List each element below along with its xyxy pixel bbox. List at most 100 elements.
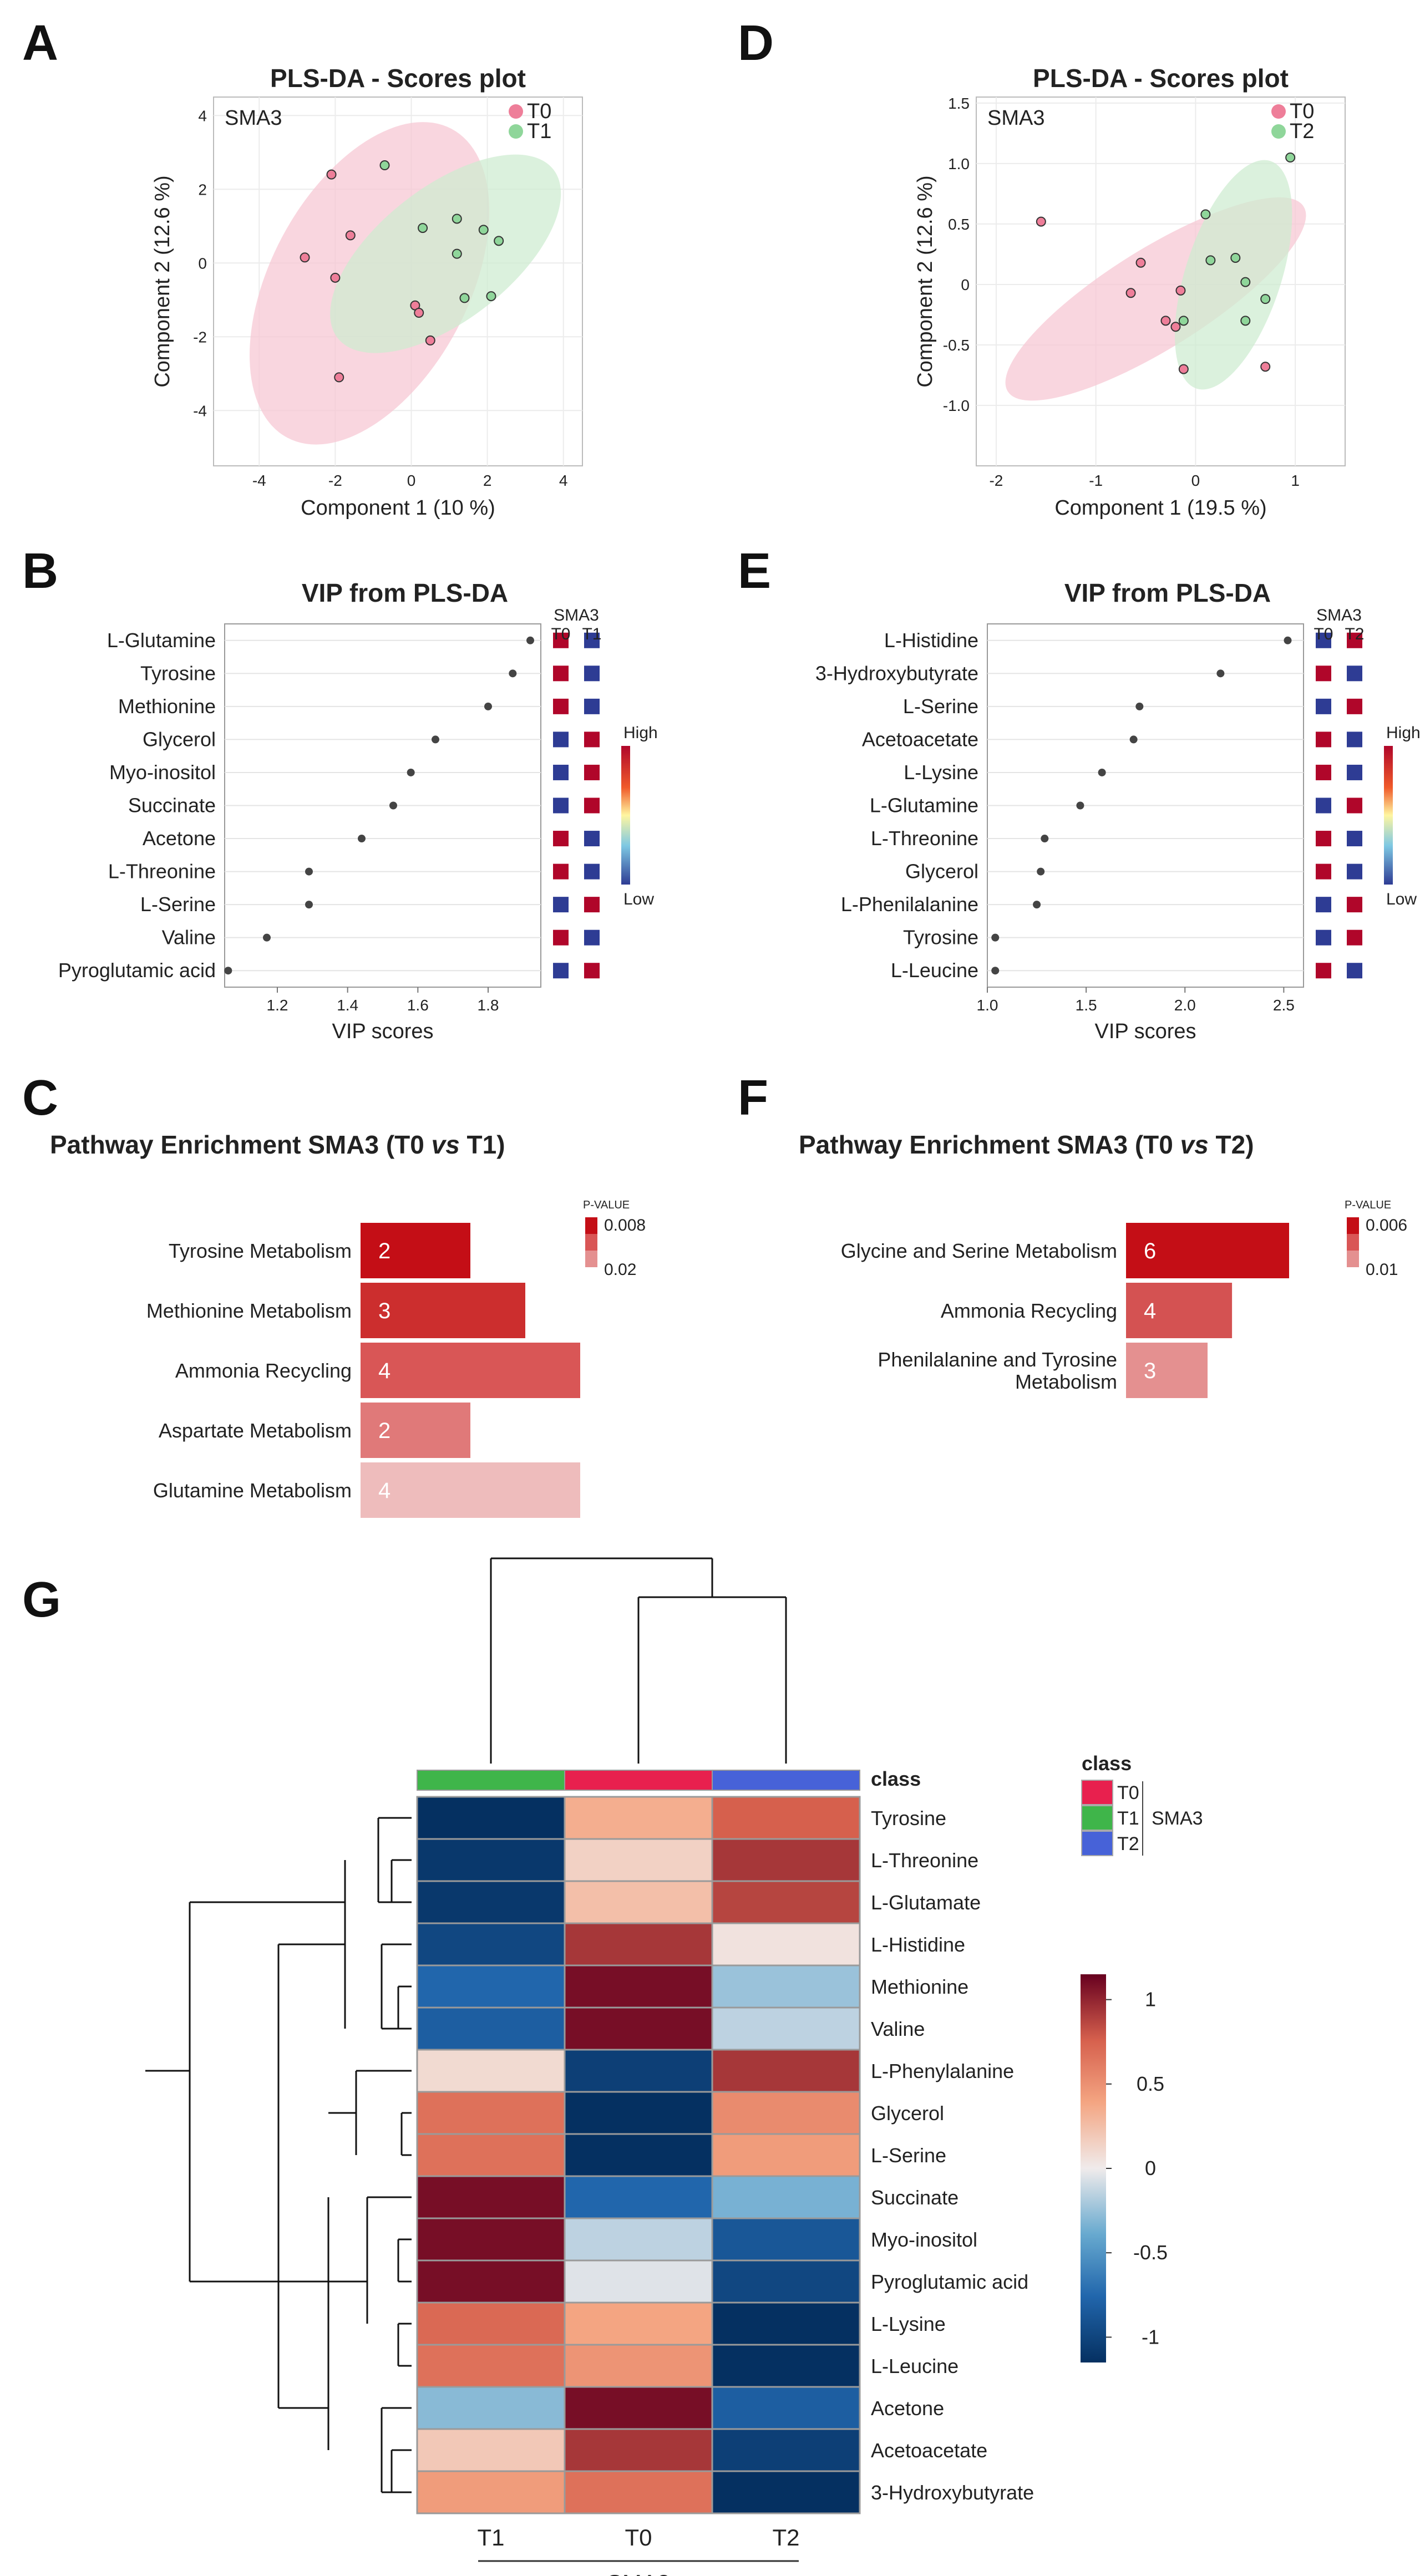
vip-heat-cell — [1347, 698, 1362, 714]
bar-value-label: 4 — [378, 1359, 391, 1383]
feature-label: 3-Hydroxybutyrate — [815, 662, 978, 684]
score-point-t0 — [1036, 216, 1046, 227]
heatmap-cell — [564, 2091, 713, 2135]
legend-marker-t2 — [1271, 124, 1286, 139]
score-point-t1 — [379, 160, 390, 171]
feature-label: Acetoacetate — [862, 728, 978, 750]
vip-heat-cell — [1347, 764, 1362, 780]
colorbar-tick-label: 0.5 — [1137, 2072, 1164, 2095]
heatmap-cell — [711, 2049, 861, 2093]
class-row-label: class — [871, 1767, 921, 1790]
heatmap-cell — [711, 2133, 861, 2177]
y-tick-label: -2 — [193, 328, 207, 346]
heatmap-cell — [711, 2259, 861, 2304]
legend-marker-t1 — [509, 124, 523, 139]
legend-low-label: Low — [1386, 890, 1417, 908]
score-point-t1 — [459, 293, 470, 303]
heatmap-cell — [416, 2175, 566, 2219]
vip-heat-cell — [1347, 831, 1362, 847]
p-value-legend-title: P-VALUE — [1345, 1199, 1391, 1211]
legend-low-label: Low — [623, 890, 654, 908]
heatmap-cell — [564, 2006, 713, 2051]
feature-label: L-Glutamine — [107, 629, 216, 652]
heatmap-row-label: Pyroglutamic acid — [871, 2270, 1028, 2293]
score-point-t0 — [1178, 364, 1189, 374]
p-value-legend-title: P-VALUE — [583, 1199, 630, 1211]
vip-heat-cell — [584, 797, 600, 814]
x-tick-label: 1.6 — [407, 997, 429, 1014]
heatmap-cell — [416, 1880, 566, 1924]
pathway-label: Phenilalanine and Tyrosine — [878, 1348, 1117, 1371]
heatmap-row-label: Succinate — [871, 2186, 959, 2209]
score-point-t0 — [1170, 322, 1181, 332]
score-point-t1 — [452, 248, 462, 259]
vip-point — [1037, 867, 1045, 876]
heatmap-cell — [711, 2175, 861, 2219]
class-legend-group-label: SMA3 — [1152, 1808, 1203, 1829]
heatmap-column-label: T2 — [772, 2524, 799, 2550]
feature-label: L-Serine — [140, 893, 216, 916]
score-point-t0 — [345, 230, 356, 241]
class-legend-swatch-t0 — [1081, 1780, 1113, 1805]
vip-heat-cell — [584, 731, 600, 748]
heatmap-cell — [711, 1922, 861, 1967]
p-value-legend-label: 0.02 — [604, 1261, 636, 1279]
pathway-label: Glycine and Serine Metabolism — [841, 1239, 1117, 1262]
high-low-colorbar — [621, 746, 630, 885]
vip-heat-cell — [584, 764, 600, 780]
class-legend-label-t1: T1 — [1117, 1808, 1139, 1829]
feature-label: Succinate — [128, 794, 216, 817]
heatmap-cell — [416, 2428, 566, 2472]
vip-heat-cell — [1347, 731, 1362, 748]
feature-label: L-Leucine — [891, 959, 978, 982]
vip-point — [358, 835, 366, 843]
vip-heat-cell — [1316, 929, 1331, 946]
heatmap-cell — [416, 1964, 566, 2009]
vip-point — [1129, 735, 1138, 744]
vip-heat-cell — [1316, 665, 1331, 682]
x-tick-label: -2 — [328, 472, 342, 489]
score-point-t0 — [330, 272, 341, 283]
heatmap-row-label: L-Leucine — [871, 2355, 959, 2377]
enrichment-title: Pathway Enrichment SMA3 (T0 vs T1) — [50, 1130, 505, 1159]
heatmap-cell — [711, 1838, 861, 1882]
vip-point — [432, 735, 439, 744]
group-header-t0: T0 — [551, 625, 570, 643]
enrichment-title: Pathway Enrichment SMA3 (T0 vs T2) — [799, 1130, 1254, 1159]
x-tick-label: -2 — [989, 472, 1003, 489]
vip-heat-cell — [1316, 797, 1331, 814]
y-axis-label: Component 2 (12.6 %) — [151, 175, 174, 387]
vip-heat-cell — [553, 963, 569, 979]
vip-point — [1076, 801, 1084, 810]
bar-value-label: 3 — [378, 1299, 391, 1323]
vip-title: VIP from PLS-DA — [1064, 578, 1271, 607]
vip-heat-cell — [553, 665, 569, 682]
group-label: SMA3 — [1316, 606, 1362, 624]
heatmap-cell — [711, 1796, 861, 1840]
heatmap-cell — [416, 2470, 566, 2514]
y-tick-label: 0.5 — [948, 216, 970, 233]
heatmap-cell — [564, 1922, 713, 1967]
heatmap-cell — [416, 2049, 566, 2093]
y-tick-label: -4 — [193, 402, 207, 419]
p-value-legend-label: 0.01 — [1366, 1261, 1398, 1279]
x-tick-label: 2.5 — [1273, 997, 1295, 1014]
p-value-swatch — [1347, 1234, 1359, 1251]
vip-heat-cell — [1316, 698, 1331, 714]
heatmap-column-label: T1 — [477, 2524, 504, 2550]
heatmap-cell — [564, 1880, 713, 1924]
confidence-ellipse-t2 — [1174, 160, 1292, 390]
confidence-ellipse-t1 — [330, 154, 561, 353]
p-value-swatch — [585, 1251, 597, 1267]
heatmap-cell — [564, 1964, 713, 2009]
vip-heat-cell — [553, 797, 569, 814]
score-point-t0 — [1135, 257, 1146, 268]
vip-heat-cell — [1316, 897, 1331, 913]
enrichment-bar — [361, 1223, 470, 1278]
heatmap-cell — [564, 2344, 713, 2388]
bar-value-label: 2 — [378, 1419, 391, 1443]
vip-heat-cell — [1347, 632, 1362, 648]
score-point-t0 — [425, 335, 435, 346]
feature-label: Tyrosine — [903, 926, 978, 949]
